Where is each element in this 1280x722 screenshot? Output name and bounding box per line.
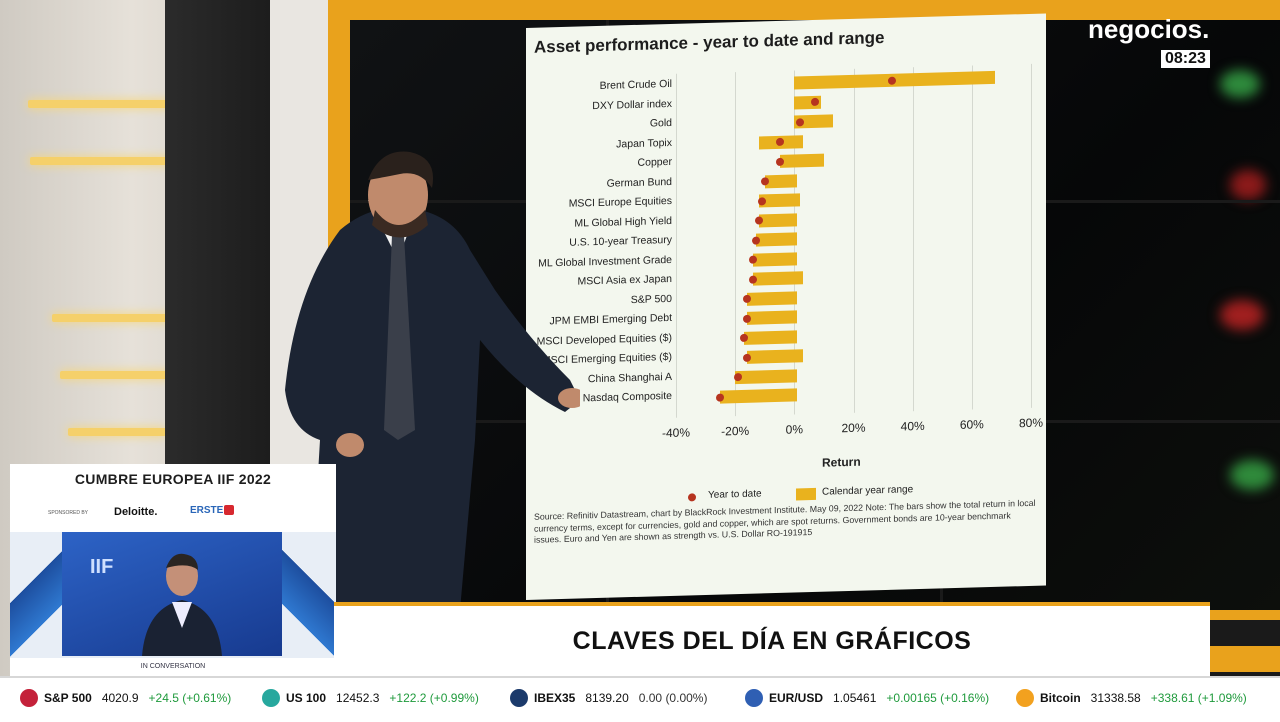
shelf-light [52, 314, 177, 322]
shelf-light [60, 371, 172, 379]
presenter [285, 151, 580, 610]
ytd-point [748, 275, 757, 284]
ticker-change: +338.61 (+1.09%) [1150, 691, 1247, 705]
sp500-icon [20, 689, 38, 707]
gridline [1031, 63, 1032, 408]
legend-range-label: Calendar year range [822, 484, 914, 498]
lower-third-title: CLAVES DEL DÍA EN GRÁFICOS [572, 627, 972, 655]
ytd-point [743, 353, 751, 362]
studio-pillar [165, 0, 275, 470]
gridline [912, 67, 914, 411]
range-bar [764, 173, 798, 188]
x-axis-label: Return [822, 454, 861, 470]
range-bar [747, 310, 798, 325]
ticker-change: +122.2 (+0.99%) [389, 691, 479, 705]
pip-decoration-left [10, 532, 62, 658]
chart-source-note: Source: Refinitiv Datastream, chart by B… [534, 497, 1036, 545]
range-bar [758, 212, 798, 227]
ticker-change: +24.5 (+0.61%) [148, 691, 232, 705]
lower-third: CLAVES DEL DÍA EN GRÁFICOS [334, 602, 1210, 676]
ticker-name: IBEX35 [534, 691, 576, 705]
ticker-name: S&P 500 [44, 691, 92, 705]
chart-panel: Asset performance - year to date and ran… [526, 13, 1046, 600]
ticker-value: 12452.3 [336, 691, 380, 705]
x-tick-label: -20% [721, 423, 750, 439]
range-bar [720, 388, 798, 404]
ytd-point [743, 314, 751, 323]
x-tick-label: 40% [900, 418, 925, 434]
pip-header: CUMBRE EUROPEA IIF 2022 [10, 464, 336, 494]
ticker-item: EUR/USD 1.05461 +0.00165 (+0.16%) [745, 689, 989, 707]
range-bar [752, 271, 804, 286]
pip-decoration-right [282, 532, 336, 658]
x-tick-label: 60% [959, 416, 984, 432]
ibex-icon [510, 689, 528, 707]
ticker-value: 1.05461 [833, 691, 877, 705]
ytd-point [775, 157, 784, 166]
sponsored-by-label: SPONSORED BY [48, 510, 89, 516]
shelf-light [68, 428, 166, 436]
x-tick-label: 80% [1018, 415, 1044, 430]
ticker-value: 4020.9 [101, 691, 139, 705]
lower-third-accent [1210, 646, 1280, 672]
ticker-value: 8139.20 [585, 691, 629, 705]
ytd-point [887, 76, 896, 85]
sponsor-logo-erste: ERSTE [190, 505, 224, 516]
bitcoin-icon [1016, 689, 1034, 707]
plot-area: -40% -20% 0% 20% 40% 60% 80% [526, 13, 1046, 488]
pip-window: CUMBRE EUROPEA IIF 2022 SPONSORED BY Del… [10, 464, 336, 676]
x-tick-label: 0% [785, 421, 803, 437]
range-bar [752, 251, 798, 267]
gridline [735, 72, 737, 416]
ticker-item: Bitcoin 31338.58 +338.61 (+1.09%) [1016, 689, 1247, 707]
channel-logo: negocios. [1088, 14, 1210, 44]
legend-range-marker [796, 487, 816, 501]
gridline [971, 65, 973, 410]
pip-video: IIF [62, 532, 282, 656]
ytd-point [760, 177, 769, 186]
ticker-change: +0.00165 (+0.16%) [886, 691, 990, 705]
ticker-value: 31338.58 [1090, 691, 1141, 705]
x-tick-label: 20% [841, 420, 866, 435]
ticker-name: US 100 [286, 691, 327, 705]
ytd-point [754, 216, 763, 225]
ticker-item: US 100 12452.3 +122.2 (+0.99%) [262, 689, 479, 707]
shelf-light [28, 100, 198, 108]
range-bar [779, 153, 824, 168]
speaker [142, 553, 222, 656]
pip-sponsors: SPONSORED BY Deloitte. ERSTE [10, 494, 336, 532]
gridline [853, 68, 855, 413]
ticker-change: 0.00 (0.00%) [638, 691, 708, 705]
iif-logo: IIF [90, 556, 114, 578]
shelf-light [30, 157, 195, 165]
ytd-point [796, 117, 805, 126]
range-bar [755, 232, 798, 247]
ticker-item: S&P 500 4020.9 +24.5 (+0.61%) [20, 689, 231, 707]
us100-icon [262, 689, 280, 707]
x-tick-label: -40% [661, 424, 691, 440]
market-ticker: S&P 500 4020.9 +24.5 (+0.61%) US 100 12452.3… [0, 676, 1280, 722]
eurusd-icon [745, 689, 763, 707]
range-bar [735, 368, 798, 384]
ticker-name: EUR/USD [769, 691, 824, 705]
sponsor-logo-deloitte: Deloitte. [114, 506, 158, 518]
pip-caption: IN CONVERSATION [10, 658, 336, 676]
range-bar [747, 290, 798, 306]
legend-ytd-marker [688, 493, 696, 502]
ytd-point [775, 137, 784, 147]
ticker-item: IBEX35 8139.20 0.00 (0.00%) [510, 689, 707, 707]
ticker-name: Bitcoin [1040, 691, 1081, 705]
legend-ytd-label: Year to date [708, 488, 762, 501]
ytd-point [757, 196, 766, 206]
clock: 08:23 [1161, 50, 1210, 68]
ytd-point [751, 235, 760, 245]
erste-icon [224, 505, 234, 515]
ytd-point [748, 255, 757, 264]
range-bar [747, 349, 804, 364]
range-bar [744, 329, 798, 345]
gridline [676, 73, 677, 418]
